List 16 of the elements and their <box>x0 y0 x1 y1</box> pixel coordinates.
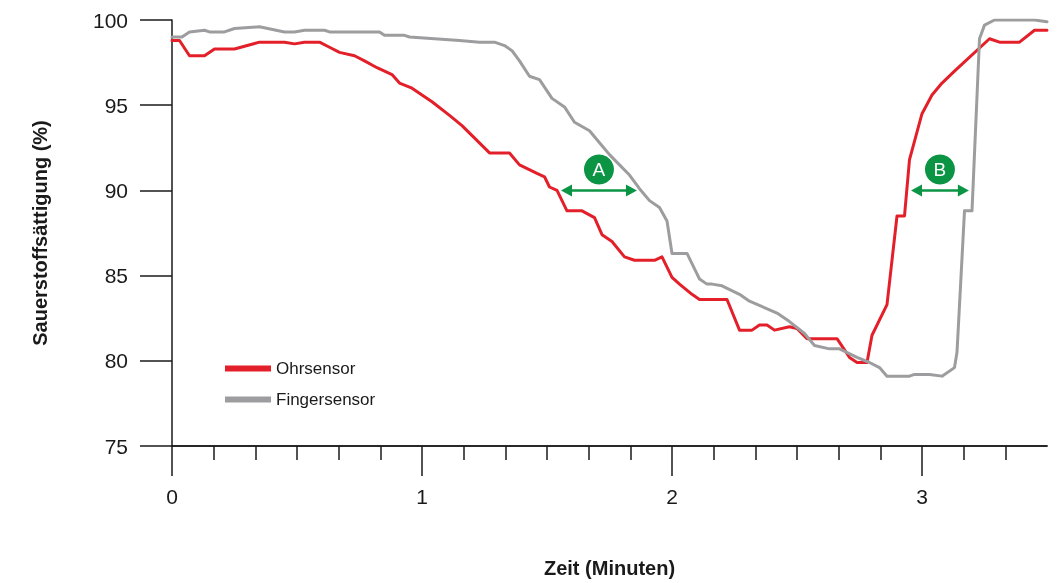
annotation: A <box>592 158 606 180</box>
y-axis-title: Sauerstoffsättigung (%) <box>29 120 51 346</box>
x-tick-label: 1 <box>416 485 428 508</box>
y-tick-label: 90 <box>104 178 128 202</box>
y-tick-label: 95 <box>104 93 128 117</box>
x-axis-title: Zeit (Minuten) <box>543 557 676 579</box>
annotation: B <box>933 158 947 180</box>
y-tick-label: 80 <box>104 349 128 373</box>
legend-label: Ohrsensor <box>276 359 356 378</box>
legend-label: Fingersensor <box>276 390 376 409</box>
x-tick-label: 0 <box>166 485 178 508</box>
y-tick-label: 85 <box>104 264 128 288</box>
x-tick-label: 3 <box>916 485 928 508</box>
y-tick-label: 100 <box>92 8 128 32</box>
x-tick-label: 2 <box>666 485 678 508</box>
y-tick-label: 75 <box>104 434 128 458</box>
